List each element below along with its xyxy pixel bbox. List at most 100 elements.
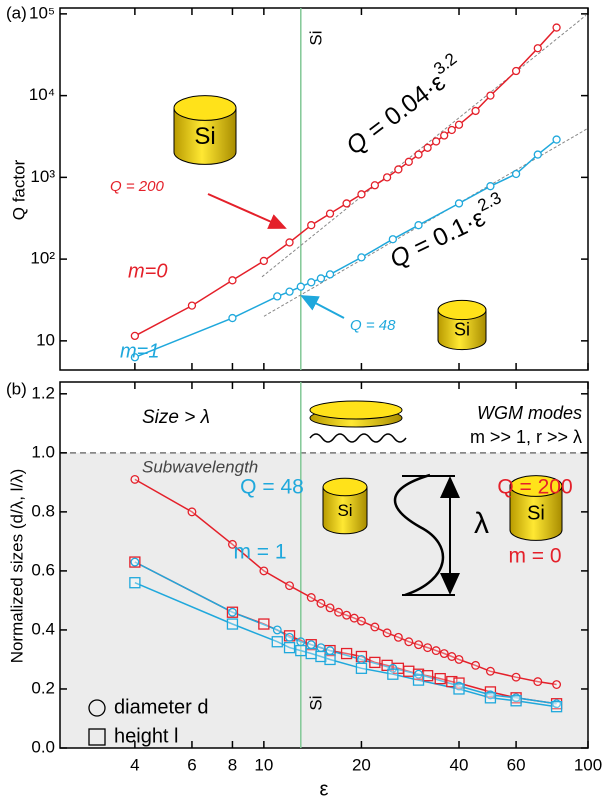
data-point — [512, 673, 520, 681]
data-point — [456, 200, 463, 207]
data-point — [487, 92, 494, 99]
data-point — [534, 151, 541, 158]
data-point — [440, 650, 448, 658]
icon-label: Si — [194, 123, 215, 150]
cylinder-icon — [323, 478, 367, 496]
data-point — [274, 293, 281, 300]
data-point — [308, 222, 315, 229]
data-point — [424, 144, 431, 151]
y-tick-label: 10 — [36, 330, 55, 349]
data-point — [472, 662, 480, 670]
data-point — [395, 634, 403, 642]
data-point — [553, 136, 560, 143]
data-point — [131, 332, 138, 339]
data-point — [131, 558, 139, 566]
icon-label: Si — [337, 501, 352, 520]
data-point — [343, 200, 350, 207]
data-point — [307, 594, 315, 602]
data-point — [405, 158, 412, 165]
data-point — [395, 166, 402, 173]
icon-label: Si — [527, 503, 545, 525]
data-point — [227, 619, 237, 629]
x-tick-label: 8 — [228, 755, 237, 774]
x-tick-label: 10 — [254, 755, 273, 774]
data-point — [448, 126, 455, 133]
data-point — [285, 643, 295, 653]
data-point — [358, 254, 365, 261]
x-tick-label: 100 — [574, 755, 602, 774]
y-tick-label: 1.0 — [31, 442, 55, 461]
data-point — [534, 45, 541, 52]
data-point — [455, 656, 463, 664]
data-point — [358, 656, 366, 664]
x-tick-label: 20 — [352, 755, 371, 774]
annotation: Size > λ — [142, 407, 210, 428]
series-label: m=0 — [128, 260, 167, 282]
y-tick-label: 10³ — [30, 167, 55, 186]
annotation: m = 1 — [233, 541, 286, 564]
data-point — [286, 288, 293, 295]
data-point — [272, 637, 282, 647]
data-point — [350, 614, 358, 622]
y-tick-label: 0.4 — [31, 619, 55, 638]
data-point — [342, 649, 352, 659]
data-point — [131, 476, 139, 484]
data-point — [317, 644, 325, 652]
wave-sketch — [310, 434, 406, 442]
data-point — [433, 138, 440, 145]
data-point — [371, 623, 379, 631]
data-point — [441, 132, 448, 139]
data-point — [415, 222, 422, 229]
panel-label: (a) — [6, 3, 27, 22]
x-tick-label: 40 — [450, 755, 469, 774]
data-point — [370, 657, 380, 667]
annotation: WGM modes — [477, 403, 582, 423]
data-point — [325, 654, 335, 664]
series-label: m=1 — [120, 340, 159, 362]
data-point — [260, 567, 268, 575]
reference-label: Si — [306, 695, 325, 710]
data-point — [389, 236, 396, 243]
data-point — [553, 681, 561, 689]
data-point — [448, 653, 456, 661]
y-tick-label: 1.2 — [31, 383, 55, 402]
data-point — [188, 302, 195, 309]
data-point — [513, 170, 520, 177]
data-point — [435, 674, 445, 684]
y-axis-label: Normalized sizes (d/λ, l/λ) — [7, 469, 26, 664]
y-axis-label: Q factor — [9, 159, 28, 220]
x-tick-label: 4 — [130, 755, 139, 774]
data-point — [371, 182, 378, 189]
annotation: m >> 1, r >> λ — [470, 427, 582, 447]
data-point — [286, 634, 294, 642]
data-point — [229, 315, 236, 322]
data-point — [384, 174, 391, 181]
data-point — [326, 647, 334, 655]
data-point — [424, 644, 432, 652]
data-point — [229, 277, 236, 284]
data-point — [487, 183, 494, 190]
y-tick-label: 10⁵ — [29, 3, 55, 22]
data-point — [286, 582, 294, 590]
series-line — [135, 140, 557, 358]
data-point — [404, 666, 414, 676]
data-point — [485, 693, 495, 703]
annotation: Subwavelength — [142, 457, 258, 476]
data-point — [308, 279, 315, 286]
annotation: λ — [474, 507, 489, 540]
data-point — [454, 684, 464, 694]
cylinder-icon — [174, 96, 236, 121]
panel-label: (b) — [6, 379, 27, 398]
x-tick-label: 6 — [187, 755, 196, 774]
data-point — [534, 678, 542, 686]
data-point — [405, 638, 413, 646]
data-point — [432, 647, 440, 655]
data-point — [414, 675, 424, 685]
data-point — [358, 191, 365, 198]
legend-label: diameter d — [114, 696, 209, 718]
data-point — [472, 107, 479, 114]
data-point — [327, 210, 334, 217]
data-point — [307, 641, 315, 649]
fit-formula: Q = 0.04·ε3.2 — [338, 50, 470, 161]
y-tick-label: 0.8 — [31, 501, 55, 520]
